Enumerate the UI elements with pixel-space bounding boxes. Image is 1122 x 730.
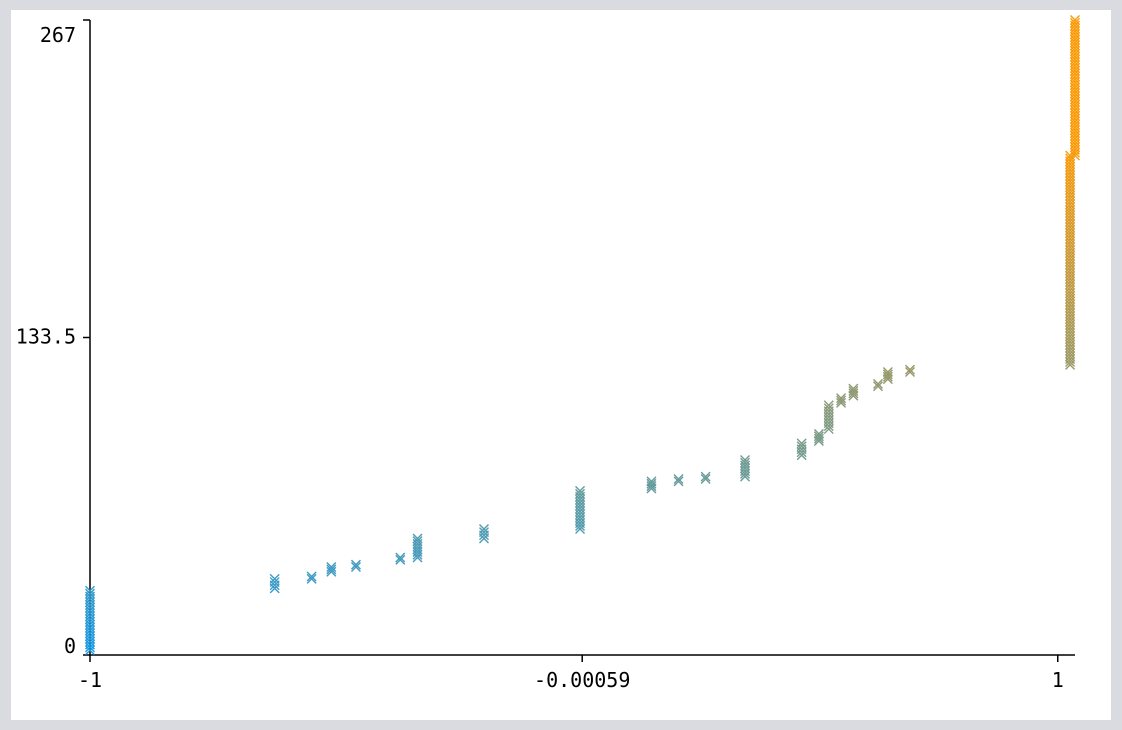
x-ticks: -1 -0.00059 1 [78,655,1064,692]
data-point [85,585,95,596]
data-point [479,523,489,534]
x-tick-label: -0.00059 [534,668,630,692]
data-point [85,588,95,599]
data-point [673,474,684,485]
data-point [269,573,280,584]
data-point [575,488,586,499]
data-point [412,533,423,544]
data-point [836,397,847,408]
data-point [306,573,317,584]
data-point [412,536,423,547]
y-ticks: 0 133.5 267 [16,19,90,658]
data-point [350,559,361,570]
data-point [813,431,824,442]
data-point [395,552,406,563]
data-point [1070,15,1080,25]
chart-frame: 0 133.5 267 -1 -0.00059 1 [11,10,1111,720]
data-point [796,438,807,449]
y-tick-label: 133.5 [16,325,76,349]
data-point [326,566,337,577]
data-point [813,428,824,439]
data-point [796,441,807,452]
data-point [479,527,489,538]
data-point [873,381,883,392]
data-point [306,571,317,582]
data-point [350,562,361,572]
data-point [813,435,824,446]
x-tick-label: -1 [78,668,102,692]
data-point [646,478,657,489]
data-points [85,15,1080,656]
data-point [575,485,586,496]
data-point [269,577,280,588]
data-point [646,483,657,494]
data-point [700,471,711,482]
scatter-plot: 0 133.5 267 -1 -0.00059 1 [16,15,1080,692]
data-point [326,562,337,572]
data-point [823,400,834,411]
data-point [882,374,893,385]
data-point [836,395,847,406]
data-point [905,366,916,377]
data-point [882,366,893,377]
data-point [882,371,893,382]
data-point [836,393,847,404]
data-point [326,564,337,575]
x-tick-label: 1 [1052,668,1064,692]
data-point [1070,17,1080,28]
data-point [646,476,657,487]
data-point [700,474,711,485]
y-tick-label: 0 [64,634,76,658]
data-point [873,378,883,389]
data-point [740,457,751,468]
data-point [823,403,834,414]
data-point [905,364,916,375]
data-point [848,383,859,394]
y-tick-label: 267 [40,23,76,47]
data-point [848,386,859,397]
data-point [848,390,859,401]
data-point [395,554,406,565]
data-point [813,433,824,444]
data-point [740,454,751,465]
data-point [848,388,859,399]
data-point [882,369,893,380]
data-point [646,481,657,492]
data-point [673,476,684,487]
